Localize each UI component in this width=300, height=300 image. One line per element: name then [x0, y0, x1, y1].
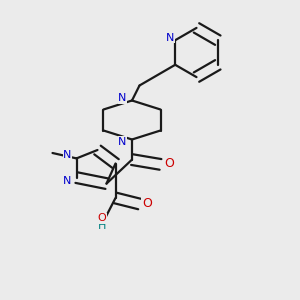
- Text: O: O: [98, 213, 106, 224]
- Text: N: N: [63, 176, 72, 186]
- Text: N: N: [166, 33, 174, 43]
- Text: O: O: [164, 157, 174, 170]
- Text: N: N: [118, 137, 127, 147]
- Text: N: N: [118, 93, 127, 103]
- Text: O: O: [142, 197, 152, 210]
- Text: H: H: [98, 221, 106, 231]
- Text: N: N: [63, 150, 72, 161]
